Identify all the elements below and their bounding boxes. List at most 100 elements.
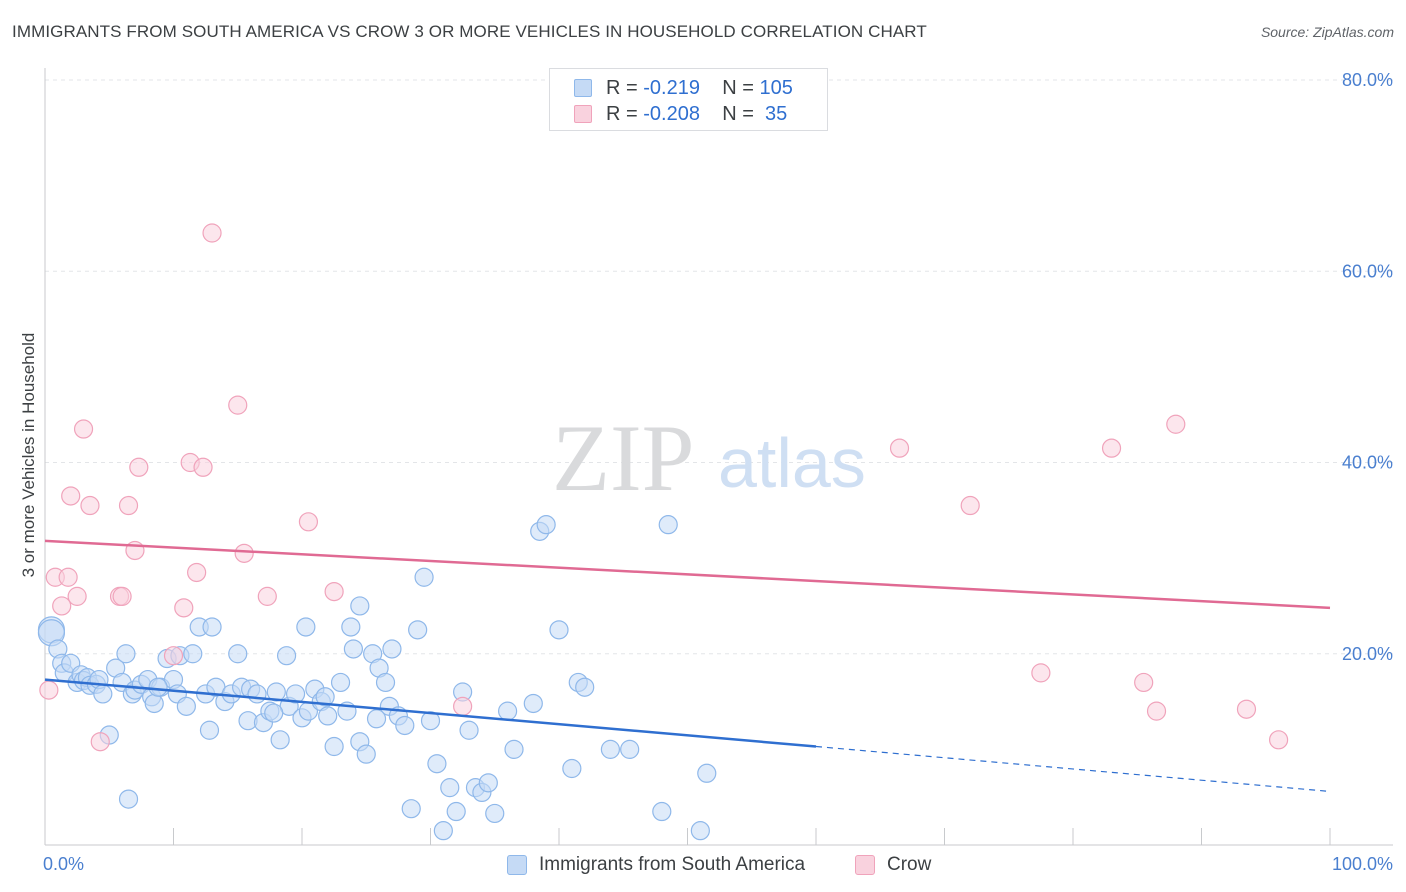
immigrants-point <box>414 567 434 587</box>
crow-point <box>1134 672 1154 693</box>
immigrants-point <box>366 709 387 729</box>
crow-point <box>118 495 139 516</box>
immigrants-point <box>420 711 441 731</box>
legend-swatch-immigrants <box>574 79 592 97</box>
series-immigrants-points <box>37 515 717 841</box>
crow-point <box>58 567 78 587</box>
immigrants-point <box>202 617 222 637</box>
immigrants-point <box>318 706 338 726</box>
chart-title: IMMIGRANTS FROM SOUTH AMERICA VS CROW 3 … <box>12 22 927 41</box>
crow-point <box>1101 438 1122 458</box>
crow-point <box>234 543 254 563</box>
legend-label-immigrants: Immigrants from South America <box>539 854 806 875</box>
immigrants-point <box>315 687 335 707</box>
crow-point <box>67 586 87 606</box>
legend-n-value: 105 <box>759 76 793 99</box>
immigrants-point <box>264 703 284 723</box>
crow-point <box>129 457 149 477</box>
immigrants-point <box>118 789 139 809</box>
immigrants-point <box>478 773 498 793</box>
trend-lines <box>44 539 1331 793</box>
immigrants-point <box>266 682 286 702</box>
immigrants-point <box>356 744 376 764</box>
immigrants-point <box>330 672 351 693</box>
watermark-atlas: atlas <box>718 424 866 502</box>
crow-point <box>298 512 319 532</box>
crow-point <box>228 395 248 415</box>
y-tick-label: 20.0% <box>1342 644 1393 664</box>
immigrants-point <box>228 644 248 664</box>
crow-point <box>453 696 473 716</box>
crow-point <box>257 586 277 606</box>
legend-n-label: N = <box>722 76 760 99</box>
immigrants-point <box>504 739 524 759</box>
bottom-legend-crow[interactable]: Crow <box>855 852 931 878</box>
crow-point <box>1146 701 1167 721</box>
crow-point <box>61 486 81 506</box>
crow-point <box>324 581 344 602</box>
immigrants-point <box>395 715 415 736</box>
immigrants-point <box>375 672 396 693</box>
legend-swatch-crow <box>574 105 592 123</box>
legend-row-crow: R = -0.208 N = 35 <box>574 102 787 126</box>
legend-swatch-immigrants <box>507 855 527 875</box>
immigrants-point <box>148 677 168 697</box>
immigrants-point <box>652 801 672 822</box>
crow-trend-line <box>44 539 1331 610</box>
immigrants-point <box>350 596 370 616</box>
immigrants-point <box>459 720 479 740</box>
immigrants-point <box>276 646 297 666</box>
immigrants-point <box>183 644 203 664</box>
crow-point <box>187 562 207 583</box>
immigrants-point <box>536 515 556 535</box>
legend-n-label: N = <box>722 102 760 125</box>
crow-point <box>73 419 94 439</box>
x-tick-label: 0.0% <box>43 854 84 874</box>
immigrants-point <box>433 821 453 841</box>
y-tick-label: 40.0% <box>1342 453 1393 473</box>
immigrants-point <box>296 617 316 637</box>
immigrants-point <box>247 684 267 704</box>
crow-point <box>1236 699 1257 719</box>
watermark-zip: ZIP <box>552 405 695 511</box>
source-label: Source: ZipAtlas.com <box>1260 24 1394 40</box>
immigrants-trend-line <box>44 678 817 748</box>
immigrants-point <box>562 758 582 779</box>
series-crow-points <box>39 223 1289 752</box>
bottom-legend-immigrants[interactable]: Immigrants from South America <box>507 852 805 878</box>
legend-r-value: -0.208 <box>643 102 700 125</box>
crow-point <box>960 495 980 516</box>
crow-point <box>1031 663 1051 683</box>
legend-r-label: R = <box>606 76 644 99</box>
crow-point <box>52 596 72 616</box>
crow-point <box>193 457 213 477</box>
immigrants-point <box>116 644 136 664</box>
immigrants-point <box>176 696 196 716</box>
axes <box>44 68 1393 846</box>
crow-point <box>163 646 184 666</box>
immigrants-point <box>498 701 518 721</box>
crow-point <box>889 438 910 458</box>
immigrants-point <box>324 736 344 757</box>
y-tick-label: 80.0% <box>1342 70 1393 90</box>
immigrants-point <box>93 684 113 704</box>
legend-row-immigrants: R = -0.219 N = 105 <box>574 76 793 100</box>
immigrants-point <box>401 799 421 819</box>
immigrants-point <box>446 801 466 822</box>
legend-r-value: -0.219 <box>643 76 700 99</box>
immigrants-point <box>690 821 710 841</box>
immigrants-point <box>144 693 164 714</box>
immigrants-point <box>440 778 460 798</box>
legend-label-crow: Crow <box>887 854 932 875</box>
immigrants-point <box>523 693 543 714</box>
y-axis-label: 3 or more Vehicles in Household <box>19 333 38 578</box>
crow-point <box>39 680 59 700</box>
immigrants-point <box>199 720 220 740</box>
tick-labels: 20.0% 40.0% 60.0% 80.0% 0.0% 100.0% <box>43 70 1393 874</box>
x-tick-label: 100.0% <box>1332 854 1393 874</box>
immigrants-trend-extension <box>815 745 1331 793</box>
crow-point <box>1166 414 1186 434</box>
crow-point <box>80 495 100 516</box>
immigrants-point <box>341 617 361 637</box>
